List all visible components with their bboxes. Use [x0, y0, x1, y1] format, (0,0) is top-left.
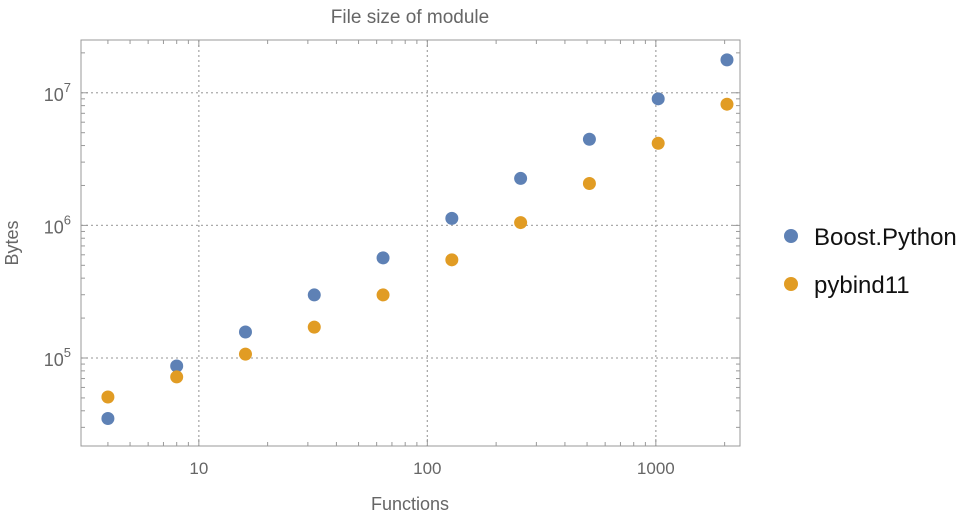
point-boost-python	[101, 411, 115, 425]
point-pybind11	[582, 176, 596, 190]
point-boost-python	[238, 325, 252, 339]
y-tick-label: 107	[44, 80, 71, 105]
legend-marker	[784, 229, 798, 243]
point-boost-python	[445, 211, 459, 225]
point-boost-python	[582, 132, 596, 146]
point-boost-python	[651, 92, 665, 106]
point-boost-python	[720, 53, 734, 67]
legend-label: Boost.Python	[814, 224, 957, 251]
plot-frame	[80, 39, 741, 447]
point-boost-python	[514, 171, 528, 185]
point-pybind11	[101, 390, 115, 404]
x-axis-label: Functions	[371, 494, 449, 513]
point-boost-python	[170, 359, 184, 373]
point-pybind11	[376, 288, 390, 302]
point-pybind11	[238, 347, 252, 361]
data-points	[101, 53, 734, 425]
chart-title: File size of module	[331, 7, 489, 28]
y-tick-label: 105	[44, 345, 71, 370]
legend-marker	[784, 277, 798, 291]
point-pybind11	[720, 97, 734, 111]
point-boost-python	[376, 251, 390, 265]
axis-ticks: 10 100 1000 105 106 107	[44, 40, 740, 478]
x-tick-label: 100	[413, 459, 441, 478]
grid	[81, 40, 740, 446]
point-pybind11	[514, 216, 528, 230]
x-tick-label: 1000	[637, 459, 675, 478]
y-axis-label: Bytes	[2, 220, 22, 265]
x-tick-label: 10	[189, 459, 208, 478]
legend-label: pybind11	[814, 272, 910, 299]
point-boost-python	[307, 288, 321, 302]
point-pybind11	[651, 136, 665, 150]
point-pybind11	[445, 253, 459, 267]
point-pybind11	[170, 370, 184, 384]
point-pybind11	[307, 320, 321, 334]
y-tick-label: 106	[44, 212, 71, 237]
legend: Boost.Python pybind11	[784, 224, 957, 299]
